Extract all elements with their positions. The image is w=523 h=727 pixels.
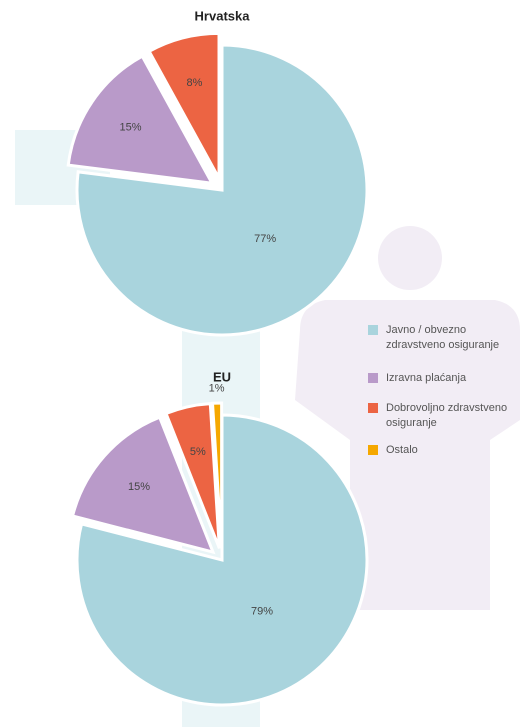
- legend-swatch: [368, 403, 378, 413]
- legend-label: Dobrovoljno zdravstveno: [386, 402, 507, 414]
- chart-title: EU: [213, 369, 231, 384]
- legend-label: Javno / obvezno: [386, 324, 466, 336]
- pie-slice: [147, 31, 221, 180]
- slice-label: 8%: [187, 77, 203, 89]
- legend-swatch: [368, 373, 378, 383]
- slice-label: 79%: [251, 605, 273, 617]
- legend-label: zdravstveno osiguranje: [386, 339, 499, 351]
- legend-label: Ostalo: [386, 444, 418, 456]
- pie-slice: [75, 43, 369, 337]
- slice-label: 15%: [120, 122, 142, 134]
- legend-swatch: [368, 445, 378, 455]
- pie-slice: [75, 413, 369, 707]
- pie-slice: [210, 401, 224, 549]
- pie-slice: [66, 54, 215, 186]
- legend-label: Izravna plaćanja: [386, 372, 467, 384]
- legend-swatch: [368, 325, 378, 335]
- pie-slice: [70, 415, 216, 555]
- slice-label: 77%: [254, 233, 276, 245]
- legend-label: osiguranje: [386, 417, 437, 429]
- pie-slice: [164, 401, 221, 549]
- slice-label: 15%: [128, 481, 150, 493]
- slice-label: 5%: [190, 446, 206, 458]
- slice-label: 1%: [209, 382, 225, 394]
- chart-title: Hrvatska: [195, 8, 251, 23]
